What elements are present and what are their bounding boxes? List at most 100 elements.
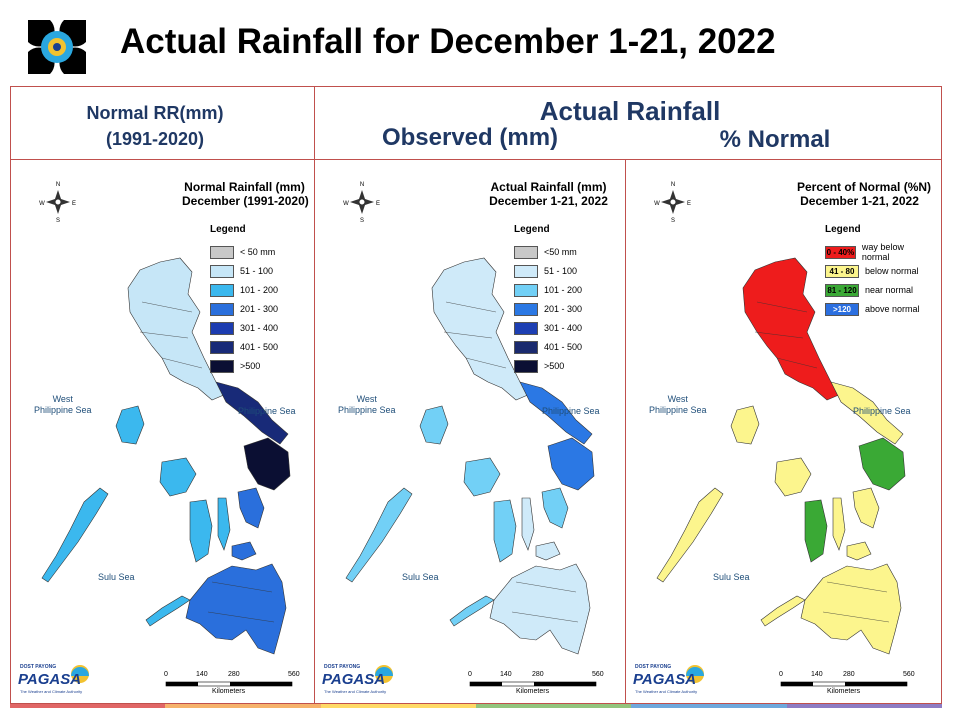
legend-item: >500 xyxy=(210,358,260,374)
region-bohol xyxy=(231,541,257,561)
legend-label: 301 - 400 xyxy=(240,323,279,333)
region-palawan xyxy=(41,487,109,583)
pagasa-tagline: The Weather and Climate Authority xyxy=(20,689,83,694)
compass-label: N xyxy=(671,182,675,188)
scale-tick-label: 0 xyxy=(164,671,168,678)
scale-tick-label: 560 xyxy=(903,671,915,678)
region-zambo xyxy=(760,595,806,627)
legend-swatch xyxy=(514,340,538,354)
legend-swatch: 41 - 80 xyxy=(825,264,859,278)
legend-item: 401 - 500 xyxy=(210,339,278,355)
legend-label: <50 mm xyxy=(544,247,577,257)
legend-swatch xyxy=(514,302,538,316)
map-title: Percent of Normal (%N) xyxy=(797,180,932,194)
legend-item: 51 - 100 xyxy=(210,263,273,279)
region-zambo xyxy=(449,595,495,627)
region-palawan xyxy=(656,487,724,583)
sea-label: Sulu Sea xyxy=(98,572,135,582)
province-boundary xyxy=(776,357,818,369)
province-boundary xyxy=(756,301,808,313)
province-boundary xyxy=(443,331,493,339)
panel-divider-2 xyxy=(625,160,626,704)
scale-tick-label: 280 xyxy=(532,671,544,678)
region-samar xyxy=(243,437,291,491)
legend-swatch: 81 - 120 xyxy=(825,283,859,297)
legend-swatch xyxy=(514,283,538,297)
province-boundary xyxy=(161,357,203,369)
sea-label: West Philippine Sea xyxy=(34,394,92,415)
region-mindanao xyxy=(489,563,591,655)
legend-swatch xyxy=(210,245,234,259)
legend-item: >120 above normal xyxy=(825,301,920,317)
legend-item: 201 - 300 xyxy=(210,301,278,317)
bottom-bar-segment xyxy=(786,704,942,708)
legend-label: 51 - 100 xyxy=(544,266,578,276)
sea-label: Philippine Sea xyxy=(853,406,911,416)
normal-header-line1: Normal RR(mm) xyxy=(86,103,224,123)
scale-tick-label: 560 xyxy=(592,671,604,678)
bottom-color-bar xyxy=(10,704,942,708)
legend-item: 201 - 300 xyxy=(514,301,582,317)
compass-label: S xyxy=(671,218,675,224)
compass-label: W xyxy=(39,201,45,207)
scale-unit: Kilometers xyxy=(516,688,550,695)
pagasa-wordmark: PAGASA xyxy=(322,671,386,688)
legend-label: >500 xyxy=(544,361,565,371)
region-leyte xyxy=(852,487,880,529)
legend-label: near normal xyxy=(865,285,914,295)
legend-label: 401 - 500 xyxy=(544,342,583,352)
legend-item: 401 - 500 xyxy=(514,339,582,355)
pagasa-tagline: The Weather and Climate Authority xyxy=(324,689,387,694)
sea-label: West Philippine Sea xyxy=(338,394,396,415)
region-mindoro xyxy=(115,405,145,445)
region-negros xyxy=(493,499,517,563)
region-bohol xyxy=(535,541,561,561)
philippines-map: N S E W xyxy=(343,182,597,687)
legend-label: 401 - 500 xyxy=(240,342,279,352)
region-zambo xyxy=(145,595,191,627)
scale-bar xyxy=(469,681,597,687)
compass-label: W xyxy=(343,201,349,207)
province-boundary xyxy=(141,301,193,313)
region-luzon xyxy=(431,257,531,401)
legend-swatch xyxy=(210,321,234,335)
pagasa-footer-logo: DOST PAYONG PAGASA The Weather and Climate… xyxy=(16,662,96,698)
region-negros xyxy=(804,499,828,563)
region-panay xyxy=(159,457,197,497)
compass-label: E xyxy=(72,201,76,207)
province-boundary xyxy=(515,581,577,593)
pagasa-wordmark: PAGASA xyxy=(633,671,697,688)
sea-label: Sulu Sea xyxy=(713,572,750,582)
compass-label: N xyxy=(360,182,364,188)
sea-label: Philippine Sea xyxy=(542,406,600,416)
scale-tick-label: 0 xyxy=(779,671,783,678)
legend-swatch xyxy=(514,245,538,259)
legend-swatch: >120 xyxy=(825,302,859,316)
legend-swatch xyxy=(514,264,538,278)
bottom-bar-segment xyxy=(10,704,166,708)
philippines-map: N S E W xyxy=(39,182,293,687)
region-mindanao xyxy=(800,563,902,655)
compass-label: S xyxy=(360,218,364,224)
region-panay xyxy=(774,457,812,497)
normal-header-line2: (1991-2020) xyxy=(105,129,205,149)
legend-label: way below normal xyxy=(861,242,904,262)
map-subtitle: December (1991-2020) xyxy=(182,194,309,208)
panel-divider-1 xyxy=(314,160,315,704)
province-boundary xyxy=(511,611,579,623)
legend-label: above normal xyxy=(865,304,920,314)
legend-item: <50 mm xyxy=(514,244,577,260)
legend-swatch xyxy=(210,359,234,373)
legend-label: 201 - 300 xyxy=(240,304,279,314)
pagasa-small-text: DOST PAYONG xyxy=(324,664,361,670)
compass-label: E xyxy=(376,201,380,207)
region-palawan xyxy=(345,487,413,583)
map-panel-3: N S E W 0 140 280 560 Kilometers Percent of Norma… xyxy=(627,162,932,702)
region-samar xyxy=(547,437,595,491)
map-title: Normal Rainfall (mm) xyxy=(184,180,305,194)
bottom-bar-segment xyxy=(475,704,632,708)
region-leyte xyxy=(237,487,265,529)
region-mindanao xyxy=(185,563,287,655)
map-panel-2: N S E W 0 140 280 560 Kilometers Actual Rainfall … xyxy=(316,162,616,702)
region-bicol xyxy=(830,381,904,445)
